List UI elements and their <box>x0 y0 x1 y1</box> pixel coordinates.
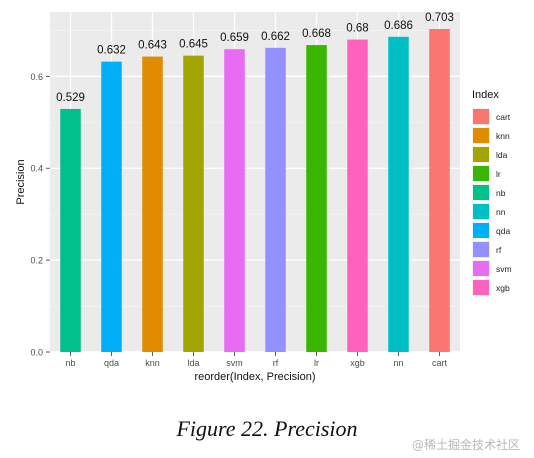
data-label-nb: 0.529 <box>56 92 85 104</box>
y-tick-label: 0.6 <box>30 72 43 82</box>
bar-nn <box>388 36 409 352</box>
figure-caption: Figure 22. Precision <box>176 416 358 441</box>
data-label-qda: 0.632 <box>97 45 126 57</box>
legend-label-knn: knn <box>496 131 510 141</box>
bar-cart <box>429 29 450 352</box>
legend-label-lda: lda <box>496 150 508 160</box>
x-tick-label-nn: nn <box>393 358 403 368</box>
precision-bar-chart: 0.529 0.632 0.643 0.645 0.659 0.662 0.668 0.68 0… <box>15 12 512 383</box>
legend-title: Index <box>472 89 499 101</box>
legend-label-rf: rf <box>496 245 502 255</box>
x-axis-title: reorder(Index, Precision) <box>194 371 315 383</box>
data-label-lr: 0.668 <box>302 28 331 40</box>
bar-knn <box>142 56 163 352</box>
legend-key-qda <box>473 223 489 238</box>
legend: Index cart knn lda lr nb nn qda rf svm xgb <box>472 89 512 296</box>
x-axis: nb qda knn lda svm rf lr xgb nn cart <box>65 352 447 368</box>
bars <box>60 29 450 353</box>
data-label-knn: 0.643 <box>138 40 167 52</box>
x-tick-label-cart: cart <box>432 358 448 368</box>
legend-key-svm <box>473 261 489 276</box>
bar-nb <box>60 108 81 352</box>
x-tick-label-nb: nb <box>65 358 75 368</box>
legend-label-cart: cart <box>496 112 511 122</box>
bar-xgb <box>347 39 368 352</box>
legend-key-cart <box>473 109 489 124</box>
legend-label-nb: nb <box>496 188 506 198</box>
data-label-lda: 0.645 <box>179 39 208 51</box>
x-tick-label-rf: rf <box>273 358 279 368</box>
x-tick-label-lda: lda <box>187 358 199 368</box>
y-tick-label: 0.0 <box>30 348 43 358</box>
legend-key-knn <box>473 128 489 143</box>
legend-key-lr <box>473 166 489 181</box>
x-tick-label-qda: qda <box>104 358 119 368</box>
bar-svm <box>224 49 245 352</box>
legend-key-nb <box>473 185 489 200</box>
data-label-svm: 0.659 <box>220 32 249 44</box>
data-label-nn: 0.686 <box>384 20 413 32</box>
x-tick-label-svm: svm <box>226 358 243 368</box>
legend-label-qda: qda <box>496 226 510 236</box>
legend-key-nn <box>473 204 489 219</box>
x-tick-label-xgb: xgb <box>350 358 365 368</box>
bar-rf <box>265 47 286 353</box>
x-tick-label-lr: lr <box>314 358 319 368</box>
legend-key-rf <box>473 242 489 257</box>
x-tick-label-knn: knn <box>145 358 160 368</box>
y-axis: 0.0 0.2 0.4 0.6 <box>30 72 50 358</box>
legend-label-nn: nn <box>496 207 506 217</box>
data-labels: 0.529 0.632 0.643 0.645 0.659 0.662 0.668 0.68 0… <box>56 12 454 104</box>
legend-key-xgb <box>473 280 489 295</box>
legend-label-lr: lr <box>496 169 501 179</box>
bar-lr <box>306 45 327 352</box>
legend-key-lda <box>473 147 489 162</box>
bar-qda <box>101 61 122 353</box>
y-axis-title: Precision <box>15 159 27 204</box>
y-tick-label: 0.4 <box>30 164 43 174</box>
legend-label-xgb: xgb <box>496 283 510 293</box>
bar-lda <box>183 55 204 352</box>
legend-label-svm: svm <box>496 264 512 274</box>
data-label-cart: 0.703 <box>425 12 454 24</box>
data-label-xgb: 0.68 <box>346 23 368 35</box>
watermark: @稀土掘金技术社区 <box>411 438 520 452</box>
data-label-rf: 0.662 <box>261 31 290 43</box>
y-tick-label: 0.2 <box>30 256 43 266</box>
